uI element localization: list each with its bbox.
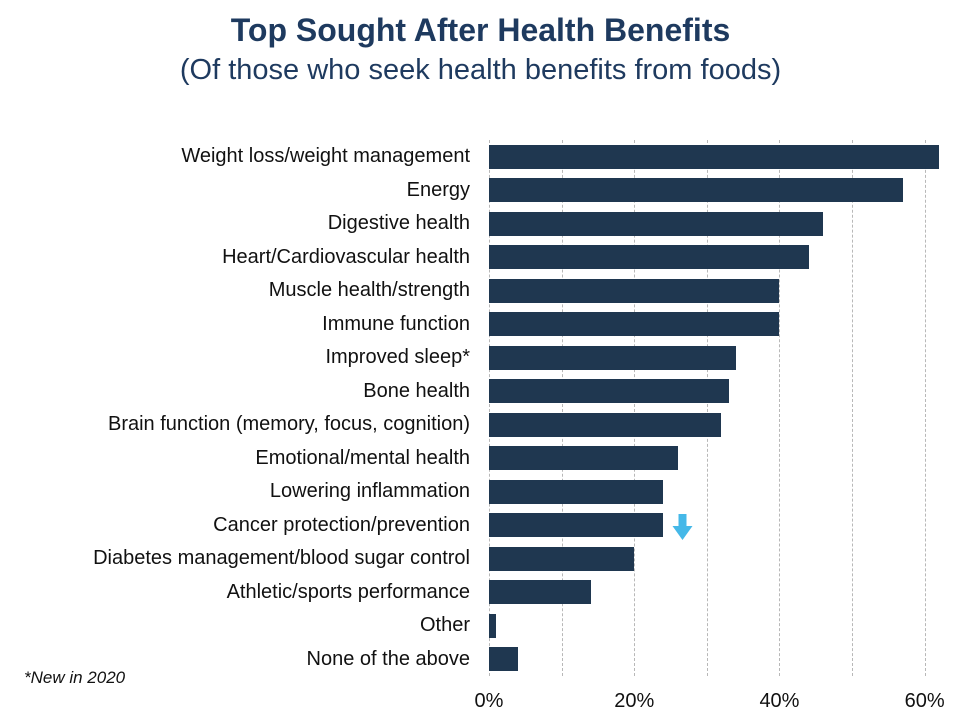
chart-subtitle: (Of those who seek health benefits from … xyxy=(179,54,782,86)
bar-row: Diabetes management/blood sugar control xyxy=(0,542,961,576)
bar-row: Other xyxy=(0,609,961,643)
gridline-0 xyxy=(489,140,490,676)
bar-track xyxy=(489,475,961,509)
bar xyxy=(489,379,729,404)
bar xyxy=(489,278,780,303)
gridlines xyxy=(489,140,961,676)
bar xyxy=(489,479,664,504)
bar xyxy=(489,412,722,437)
category-label: Other xyxy=(419,614,470,637)
bar-track xyxy=(489,576,961,610)
category-label: Athletic/sports performance xyxy=(226,580,470,603)
category-label: Cancer protection/prevention xyxy=(213,513,470,536)
bar-chart: Weight loss/weight management Energy Diges… xyxy=(0,140,961,676)
bar xyxy=(489,312,780,337)
category-label: Digestive health xyxy=(327,212,470,235)
x-tick-label: 40% xyxy=(759,690,800,712)
bar-row: Heart/Cardiovascular health xyxy=(0,241,961,275)
bar-row: Digestive health xyxy=(0,207,961,241)
gridline-30 xyxy=(706,140,708,676)
bar-row: Lowering inflammation xyxy=(0,475,961,509)
bar-row: Energy xyxy=(0,174,961,208)
category-label: Muscle health/strength xyxy=(268,279,470,302)
bar xyxy=(489,546,635,571)
category-label: Immune function xyxy=(322,312,470,335)
category-label: Emotional/mental health xyxy=(255,446,470,469)
category-label: Energy xyxy=(406,178,470,201)
bar-track xyxy=(489,442,961,476)
category-label: Lowering inflammation xyxy=(269,480,470,503)
bar xyxy=(489,513,664,538)
chart-title: Top Sought After Health Benefits xyxy=(230,12,731,48)
bar xyxy=(489,345,736,370)
bar-track xyxy=(489,375,961,409)
bar xyxy=(489,245,809,270)
category-label: None of the above xyxy=(306,647,470,670)
category-label: Diabetes management/blood sugar control xyxy=(93,547,470,570)
category-label: Heart/Cardiovascular health xyxy=(222,245,470,268)
bar-row: None of the above xyxy=(0,643,961,677)
bar-track xyxy=(489,174,961,208)
bar-track xyxy=(489,140,961,174)
bar-track xyxy=(489,408,961,442)
category-label: Weight loss/weight management xyxy=(181,145,470,168)
bar xyxy=(489,580,591,605)
category-label: Brain function (memory, focus, cognition… xyxy=(107,413,470,436)
bar-row: Emotional/mental health xyxy=(0,442,961,476)
bar-row: Cancer protection/prevention xyxy=(0,509,961,543)
decrease-arrow-icon xyxy=(672,513,693,545)
footnote: *New in 2020 xyxy=(24,668,126,687)
bar xyxy=(489,144,940,169)
gridline-40 xyxy=(779,140,781,676)
bar xyxy=(489,178,903,203)
gridline-60 xyxy=(924,140,926,676)
bar-row: Bone health xyxy=(0,375,961,409)
bar xyxy=(489,446,678,471)
category-label: Improved sleep* xyxy=(325,346,470,369)
bar-track xyxy=(489,341,961,375)
bar xyxy=(489,647,519,672)
gridline-10 xyxy=(561,140,563,676)
bar-track xyxy=(489,241,961,275)
bar-track xyxy=(489,542,961,576)
bar-track xyxy=(489,643,961,677)
bar-row: Brain function (memory, focus, cognition… xyxy=(0,408,961,442)
bar-row: Athletic/sports performance xyxy=(0,576,961,610)
bar-rows: Weight loss/weight management Energy Diges… xyxy=(0,140,961,676)
x-tick-label: 0% xyxy=(474,690,504,712)
bar-row: Weight loss/weight management xyxy=(0,140,961,174)
category-label: Bone health xyxy=(363,379,470,402)
bar-track xyxy=(489,274,961,308)
gridline-50 xyxy=(852,140,854,676)
gridline-20 xyxy=(634,140,636,676)
bar-track xyxy=(489,509,961,543)
bar xyxy=(489,211,824,236)
x-tick-label: 60% xyxy=(904,690,945,712)
bar-row: Improved sleep* xyxy=(0,341,961,375)
bar-row: Muscle health/strength xyxy=(0,274,961,308)
bar-track xyxy=(489,308,961,342)
bar-track xyxy=(489,207,961,241)
x-axis: 0% 20% 40% 60% xyxy=(475,690,961,718)
bar-track xyxy=(489,609,961,643)
bar xyxy=(489,613,497,638)
x-tick-label: 20% xyxy=(614,690,655,712)
bar-row: Immune function xyxy=(0,308,961,342)
chart-header: Top Sought After Health Benefits (Of tho… xyxy=(0,0,961,90)
